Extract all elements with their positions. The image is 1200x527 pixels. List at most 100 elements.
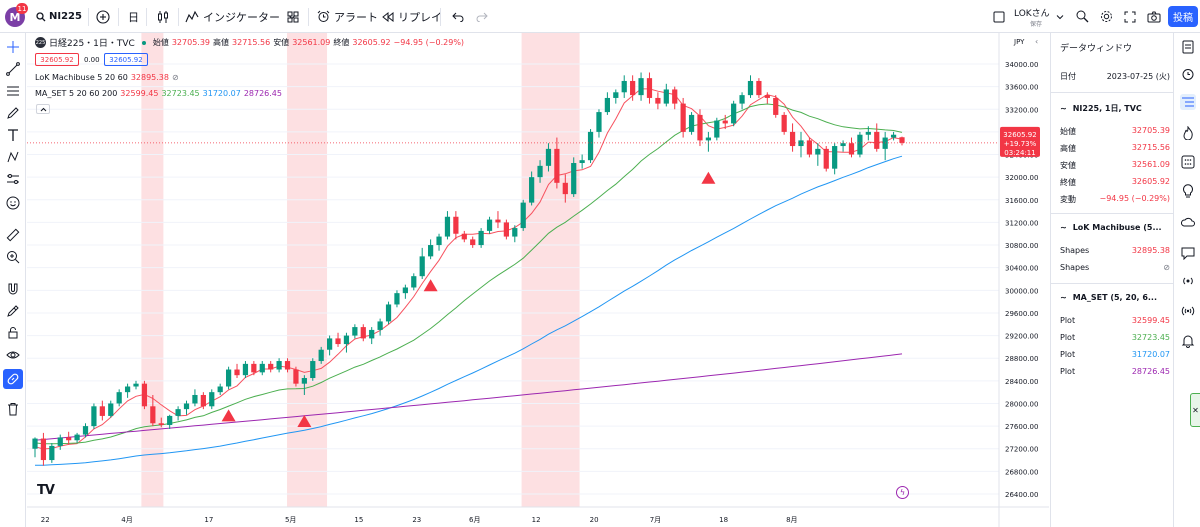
- candle-body: [781, 114, 787, 132]
- indicator1-section-header[interactable]: ∼ LoK Machibuse (5...: [1060, 223, 1162, 232]
- ohlc-open-label: 始値: [152, 38, 169, 47]
- compare-button[interactable]: [96, 0, 110, 33]
- ruler-tool[interactable]: [3, 225, 23, 245]
- replay-label: リプレイ: [398, 10, 442, 24]
- news-button[interactable]: [1180, 245, 1196, 261]
- legend-collapse-button[interactable]: [36, 104, 50, 114]
- indicator1-legend[interactable]: LoK Machibuse 5 20 60 32895.38 ⊘: [35, 73, 179, 82]
- broadcast-button[interactable]: [1180, 273, 1196, 289]
- layouts-button[interactable]: [287, 0, 299, 33]
- trendline-tool[interactable]: [3, 59, 23, 79]
- symbol-legend[interactable]: 225 日経225・1日・TVC 始値 32705.39 高値 32715.56 安…: [35, 36, 464, 49]
- bell-icon: [1181, 335, 1195, 348]
- alarm-clock-icon: [317, 10, 330, 22]
- candle-body: [756, 80, 762, 96]
- indicator2-section-header[interactable]: ∼ MA_SET (5, 20, 6...: [1060, 293, 1157, 302]
- candle-body: [461, 233, 467, 240]
- symbol-section-header[interactable]: ∼ NI225, 1日, TVC: [1060, 103, 1142, 114]
- chats-button[interactable]: [1180, 215, 1196, 231]
- lightning-icon[interactable]: ϟ: [896, 486, 909, 499]
- hotlist-button[interactable]: [1180, 125, 1196, 141]
- candle-body: [225, 369, 232, 387]
- prediction-tool[interactable]: [3, 169, 23, 189]
- dw-close-label: 終値: [1060, 178, 1076, 187]
- delete-tool[interactable]: [3, 399, 23, 419]
- ruler-icon: [6, 228, 20, 242]
- sync-tool[interactable]: [3, 369, 23, 389]
- indicator2-legend[interactable]: MA_SET 5 20 60 200 32599.45 32723.45 317…: [35, 89, 282, 98]
- currency-label[interactable]: JPY: [1014, 38, 1025, 46]
- data-window-button[interactable]: [1180, 94, 1196, 110]
- candle-body: [714, 120, 720, 138]
- candle-body: [697, 114, 703, 141]
- calendar-button[interactable]: [1180, 154, 1196, 170]
- chart-type-button[interactable]: [156, 0, 170, 33]
- notifications-button[interactable]: [1180, 333, 1196, 349]
- alerts-button[interactable]: [1180, 66, 1196, 82]
- fullscreen-icon: [1124, 11, 1136, 22]
- ideas-button[interactable]: [1180, 183, 1196, 199]
- layout-button[interactable]: [993, 0, 1005, 33]
- dw-ind1-label: Shapes: [1060, 263, 1090, 272]
- text-tool[interactable]: [3, 125, 23, 145]
- redo-button[interactable]: [476, 0, 488, 33]
- visibility-tool[interactable]: [3, 345, 23, 365]
- candle-body: [419, 256, 425, 277]
- lock-tool[interactable]: [3, 323, 23, 343]
- currency-chevron-icon[interactable]: ‹: [1035, 37, 1039, 46]
- emoji-tool[interactable]: [3, 193, 23, 213]
- quick-search-button[interactable]: [1076, 0, 1089, 33]
- last-price-tag: [1000, 126, 1040, 157]
- publish-button[interactable]: 投稿: [1168, 6, 1198, 27]
- signal-waves-icon: [1181, 306, 1195, 316]
- snapshot-button[interactable]: [1147, 0, 1161, 33]
- collapse-icon: ∼: [1060, 223, 1067, 232]
- replay-button[interactable]: リプレイ: [382, 0, 442, 33]
- sell-price-button[interactable]: 32605.92: [35, 53, 79, 66]
- zoom-tool[interactable]: [3, 247, 23, 267]
- plus-circle-icon: [96, 9, 110, 24]
- candle-body: [444, 216, 451, 237]
- brush-tool[interactable]: [3, 103, 23, 123]
- interval-button[interactable]: 日: [128, 10, 139, 24]
- collapse-icon: ∼: [1060, 293, 1067, 302]
- candle-body: [486, 219, 493, 231]
- indicators-button[interactable]: インジケーター: [185, 0, 296, 33]
- layout-name[interactable]: LOKさん: [1014, 9, 1050, 19]
- settings-button[interactable]: [1100, 0, 1113, 33]
- ohlc-change: −94.95 (−0.29%): [393, 38, 465, 47]
- indicators-icon: [185, 10, 199, 22]
- dw-ind2-row: Plot 32723.45: [1060, 333, 1170, 342]
- pattern-tool[interactable]: [3, 147, 23, 167]
- candle-body: [512, 228, 518, 237]
- layout-menu-chevron[interactable]: [1056, 0, 1064, 33]
- candle-body: [352, 327, 358, 336]
- candle-body: [217, 386, 223, 393]
- fib-tool[interactable]: [3, 81, 23, 101]
- price-chart[interactable]: 34000.0033600.0033200.0032800.0032400.00…: [27, 33, 1049, 527]
- candle-body: [133, 383, 139, 387]
- candle-body: [183, 403, 190, 410]
- streams-button[interactable]: [1180, 303, 1196, 319]
- chart-pane[interactable]: 34000.0033600.0033200.0032800.0032400.00…: [27, 33, 1049, 527]
- indicator1-name: LoK Machibuse 5 20 60: [35, 73, 128, 82]
- dw-change-value: −94.95 (−0.29%): [1099, 194, 1170, 203]
- undo-button[interactable]: [452, 0, 464, 33]
- alert-button[interactable]: アラート: [317, 0, 378, 33]
- price-tick-label: 26400.00: [1005, 491, 1038, 499]
- watchlist-button[interactable]: [1180, 39, 1196, 55]
- candle-body: [529, 177, 535, 203]
- magnet-tool[interactable]: [3, 279, 23, 299]
- crosshair-tool[interactable]: [3, 37, 23, 57]
- stay-drawing-tool[interactable]: [3, 301, 23, 321]
- candle-body: [436, 236, 442, 246]
- candle-body: [638, 78, 644, 96]
- fullscreen-button[interactable]: [1124, 0, 1136, 33]
- price-tick-label: 31600.00: [1005, 197, 1038, 205]
- side-widget-tab[interactable]: ✕: [1190, 393, 1200, 427]
- time-tick-label: 4月: [121, 516, 132, 524]
- buy-price-button[interactable]: 32605.92: [104, 53, 148, 66]
- candle-body: [74, 434, 80, 441]
- symbol-search[interactable]: NI225: [36, 0, 82, 33]
- candle-body: [520, 202, 526, 229]
